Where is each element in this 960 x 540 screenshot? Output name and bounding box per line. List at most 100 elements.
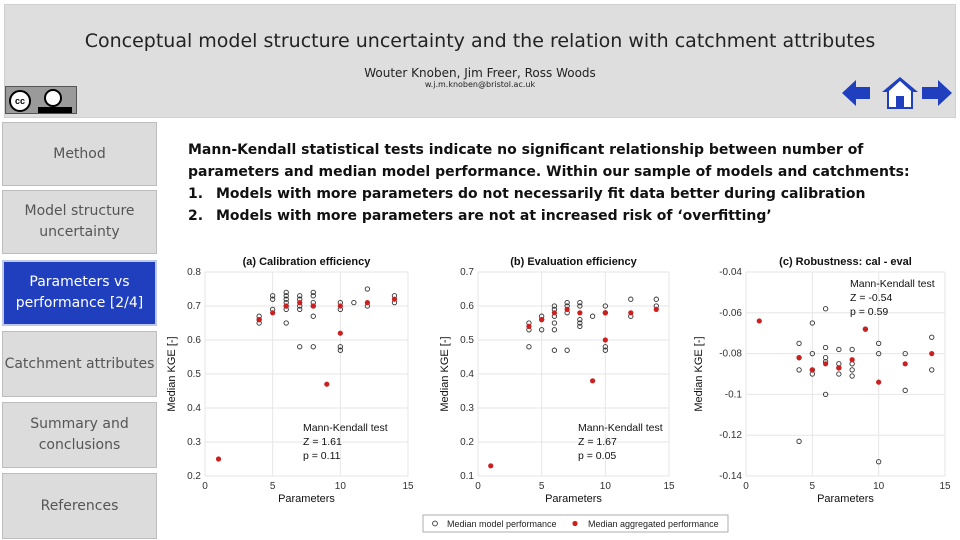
chart-1-stats-z: Z = 1.61 [303,436,342,448]
chart-2-point-median-model [526,344,532,350]
finding-item-2: 2. Models with more parameters are not at… [188,208,772,224]
cc-license-badge[interactable]: cc [5,86,77,114]
next-arrow-icon[interactable] [920,76,954,110]
chart-2-x-tick-label: 10 [600,481,612,492]
chart-3-point-median-aggregated [756,318,762,324]
chart-3-point-median-aggregated [823,361,829,367]
chart-3-point-median-aggregated [809,367,815,373]
chart-2-x-tick-label: 15 [663,481,675,492]
chart-2-point-median-aggregated [551,310,557,316]
authors: Wouter Knoben, Jim Freer, Ross Woods [364,66,596,80]
chart-1-y-tick-label: 0.2 [187,471,201,482]
chart-1-point-median-aggregated [215,456,222,462]
chart-1-x-tick-label: 15 [402,481,414,492]
chart-2-point-median-model [577,316,583,323]
chart-3-point-median-model [822,344,829,351]
chart-3-stats-p: p = 0.59 [850,306,888,318]
chart-3-point-median-aggregated [849,357,855,363]
author-email[interactable]: w.j.m.knoben@bristol.ac.uk [424,80,536,89]
legend-marker-median-model [432,520,438,527]
chart-3-point-median-model [929,334,935,340]
chart-3-point-median-model [809,350,815,357]
chart-3-point-median-aggregated [836,365,842,371]
charts-svg: 0.2 0.3 0.4 0.5 0.6 0.7 0.8 0 5 10 15 (a) Calibrati… [166,256,951,533]
header-band [4,4,956,118]
chart-3-point-median-model [822,391,829,398]
chart-1-point-median-model [283,320,289,326]
chart-1-point-median-model [270,293,276,299]
chart-1-point-median-aggregated [324,381,330,387]
sidebar-item-references[interactable]: References [2,473,157,539]
chart-3-point-median-model [796,340,802,347]
chart-1-stats-title: Mann-Kendall test [303,422,388,434]
chart-2-point-median-model [628,296,634,302]
chart-2-point-median-aggregated [628,310,634,316]
chart-1-point-median-aggregated [270,310,276,316]
chart-3-stats-title: Mann-Kendall test [850,278,935,290]
chart-3-point-median-model [836,371,842,377]
charts-area: 0.2 0.3 0.4 0.5 0.6 0.7 0.8 0 5 10 15 (a) Calibrati… [165,250,960,540]
chart-3-x-tick-label: 15 [939,481,951,492]
chart-1-point-median-aggregated [297,300,303,306]
chart-3-x-axis-label: Parameters [817,493,874,505]
chart-2-y-tick-label: 0.1 [460,471,474,482]
chart-2-point-median-aggregated [539,317,545,323]
chart-3-y-tick-label: -0.14 [719,471,742,482]
sidebar-item-model-structure-uncertainty[interactable]: Model structure uncertainty [2,190,157,254]
chart-2-stats-title: Mann-Kendall test [578,422,663,434]
chart-3-point-median-model [929,367,935,373]
chart-2-point-median-aggregated [602,310,608,316]
chart-2-point-median-model [539,327,545,333]
back-arrow-icon[interactable] [840,76,872,110]
chart-2-point-median-aggregated [590,378,596,384]
home-icon[interactable] [881,76,919,110]
chart-1-y-tick-label: 0.6 [187,335,201,346]
chart-2-point-median-aggregated [653,306,659,312]
chart-1-point-median-aggregated [337,303,343,309]
chart-1-point-median-aggregated [364,300,370,306]
page-title: Conceptual model structure uncertainty a… [84,30,876,52]
chart-1-point-median-model [310,344,316,350]
chart-3-point-median-model [876,340,882,347]
chart-1-point-median-model [270,296,276,302]
chart-1-y-tick-label: 0.4 [187,403,201,414]
chart-3-point-median-aggregated [902,361,908,367]
sidebar-item-method[interactable]: Method [2,122,157,186]
findings-text: Mann-Kendall statistical tests indicate … [188,139,948,227]
chart-3-point-median-model [796,367,802,373]
chart-1-point-median-aggregated [337,330,343,336]
sidebar-item-summary-and-conclusions[interactable]: Summary and conclusions [2,402,157,468]
chart-1-point-median-aggregated [391,296,398,302]
chart-3-point-median-aggregated [796,355,802,361]
chart-1-y-tick-label: 0.8 [187,267,201,278]
chart-3-y-tick-label: -0.04 [719,267,742,278]
sidebar-item-catchment-attributes[interactable]: Catchment attributes [2,331,157,397]
chart-1-point-median-model [337,344,343,350]
chart-1-point-median-model [283,293,289,299]
chart-3-point-median-model [809,320,815,326]
chart-3-point-median-model [902,387,908,393]
cc-icon: cc [9,90,31,112]
chart-3-x-tick-label: 10 [873,481,885,492]
chart-2-point-median-aggregated [488,463,494,469]
sidebar-item-parameters-vs-performance[interactable]: Parameters vs performance [2/4] [2,260,157,326]
chart-2-point-median-model [577,320,583,326]
chart-2-point-median-aggregated [602,337,608,343]
chart-2-y-tick-label: 0.5 [460,335,474,346]
chart-3-y-axis-label: Median KGE [-] [693,336,705,411]
legend-label-median-model: Median model performance [447,519,557,529]
chart-3-point-median-model [849,373,855,379]
chart-2-point-median-model [551,320,558,326]
finding-item-1: 1. Models with more parameters do not nec… [188,186,866,202]
sidebar-nav: Method Model structure uncertainty Param… [0,120,160,540]
chart-2-stats-z: Z = 1.67 [578,436,617,448]
chart-1-point-median-aggregated [283,303,289,309]
chart-3-point-median-model [876,459,882,465]
chart-1-stats-p: p = 0.11 [303,450,341,462]
chart-1-title: (a) Calibration efficiency [243,256,372,268]
chart-2-point-median-aggregated [577,310,583,316]
chart-2-point-median-model [577,303,583,309]
chart-1-point-median-model [364,286,371,292]
chart-1-point-median-model [310,293,316,299]
chart-2-stats-p: p = 0.05 [578,450,616,462]
